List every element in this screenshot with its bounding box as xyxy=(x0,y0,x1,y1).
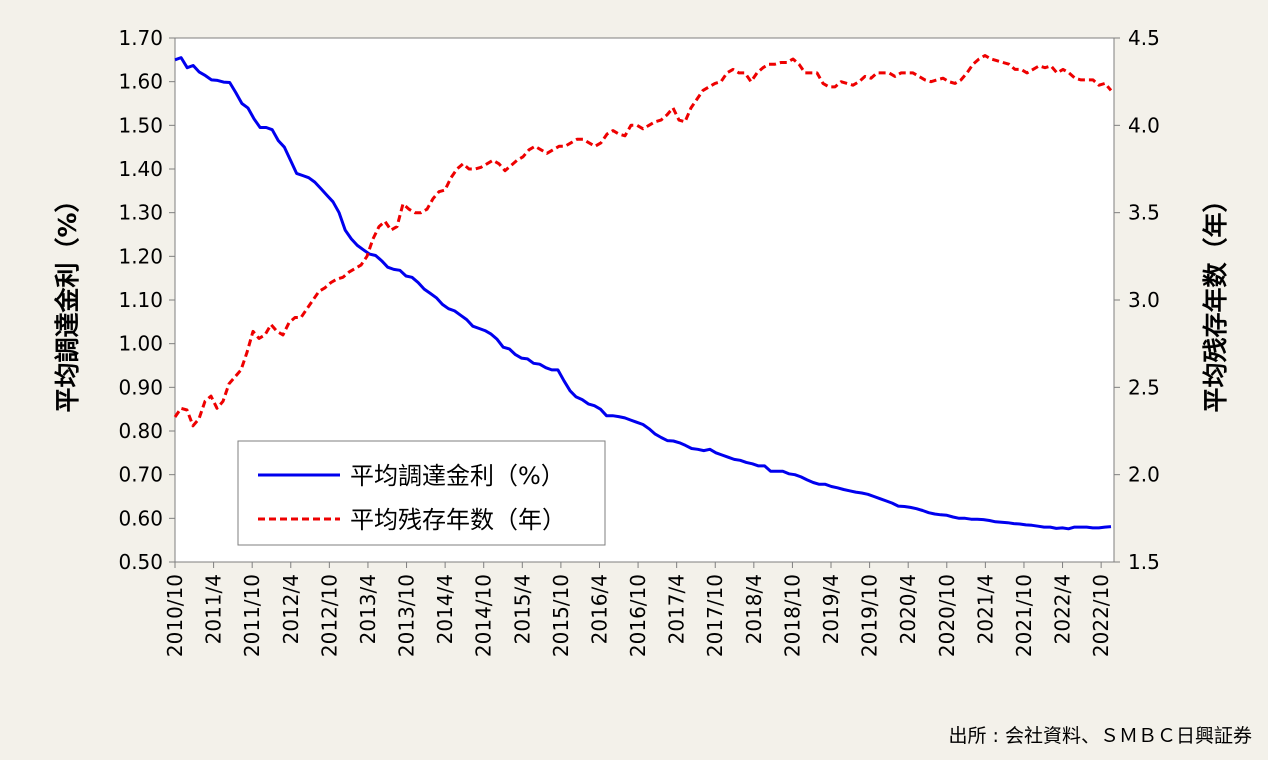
left-tick-label: 1.20 xyxy=(118,244,163,268)
legend-label-rate: 平均調達金利（%） xyxy=(350,462,565,490)
right-tick-label: 2.0 xyxy=(1128,463,1160,487)
left-tick-label: 1.40 xyxy=(118,157,163,181)
x-tick-label: 2014/10 xyxy=(472,574,496,657)
right-tick-label: 2.5 xyxy=(1128,375,1160,399)
x-tick-label: 2014/4 xyxy=(433,574,457,644)
left-tick-label: 1.10 xyxy=(118,288,163,312)
x-tick-label: 2011/10 xyxy=(240,574,264,657)
series-line-avg-remaining-years xyxy=(173,54,1113,428)
x-tick-label: 2020/4 xyxy=(896,574,920,644)
x-tick-label: 2012/4 xyxy=(279,574,303,644)
x-tick-label: 2010/10 xyxy=(163,574,187,657)
x-tick-label: 2022/4 xyxy=(1051,574,1075,644)
left-tick-label: 0.70 xyxy=(118,463,163,487)
x-axis-ticks: 2010/10 2011/4 2011/10 2012/4 2012/10 2013/4 2… xyxy=(163,562,1113,657)
x-tick-label: 2017/10 xyxy=(703,574,727,657)
right-tick-label: 4.0 xyxy=(1128,113,1160,137)
x-tick-label: 2015/4 xyxy=(510,574,534,644)
left-tick-label: 1.60 xyxy=(118,70,163,94)
left-axis-title: 平均調達金利（%） xyxy=(53,187,82,412)
left-tick-label: 0.60 xyxy=(118,506,163,530)
right-axis-title: 平均残存年数（年） xyxy=(1201,187,1230,412)
x-tick-label: 2015/10 xyxy=(549,574,573,657)
right-tick-label: 1.5 xyxy=(1128,550,1160,574)
x-tick-label: 2013/10 xyxy=(395,574,419,657)
x-tick-label: 2019/10 xyxy=(858,574,882,657)
right-tick-label: 4.5 xyxy=(1128,26,1160,50)
left-tick-label: 0.90 xyxy=(118,375,163,399)
legend-box xyxy=(237,440,606,546)
right-tick-label: 3.0 xyxy=(1128,288,1160,312)
series-layer xyxy=(173,54,1113,531)
legend: 平均調達金利（%） 平均残存年数（年） xyxy=(237,440,606,546)
x-tick-label: 2016/4 xyxy=(587,574,611,644)
x-tick-label: 2018/4 xyxy=(742,574,766,644)
series-line-avg-funding-rate xyxy=(174,56,1112,531)
left-tick-label: 1.00 xyxy=(118,332,163,356)
left-tick-label: 1.70 xyxy=(118,26,163,50)
x-tick-label: 2021/4 xyxy=(973,574,997,644)
x-tick-label: 2019/4 xyxy=(819,574,843,644)
x-tick-label: 2013/4 xyxy=(356,574,380,644)
x-tick-label: 2016/10 xyxy=(626,574,650,657)
x-tick-label: 2021/10 xyxy=(1012,574,1036,657)
left-tick-label: 1.30 xyxy=(118,201,163,225)
right-axis-ticks: 1.5 2.0 2.5 3.0 3.5 4.0 4.5 xyxy=(1114,26,1160,574)
x-tick-label: 2012/10 xyxy=(317,574,341,657)
x-tick-label: 2018/10 xyxy=(780,574,804,657)
x-tick-label: 2022/10 xyxy=(1089,574,1113,657)
x-tick-label: 2017/4 xyxy=(665,574,689,644)
x-tick-label: 2020/10 xyxy=(935,574,959,657)
left-tick-label: 0.80 xyxy=(118,419,163,443)
left-tick-label: 1.50 xyxy=(118,113,163,137)
x-tick-label: 2011/4 xyxy=(202,574,226,644)
left-tick-label: 0.50 xyxy=(118,550,163,574)
legend-label-years: 平均残存年数（年） xyxy=(350,506,566,534)
left-axis-ticks: 0.50 0.60 0.70 0.80 0.90 1.00 1.10 1.20 1.30 1.40… xyxy=(118,26,175,574)
source-note: 出所 : 会社資料、ＳＭＢＣ日興証券 xyxy=(949,725,1252,747)
right-tick-label: 3.5 xyxy=(1128,201,1160,225)
